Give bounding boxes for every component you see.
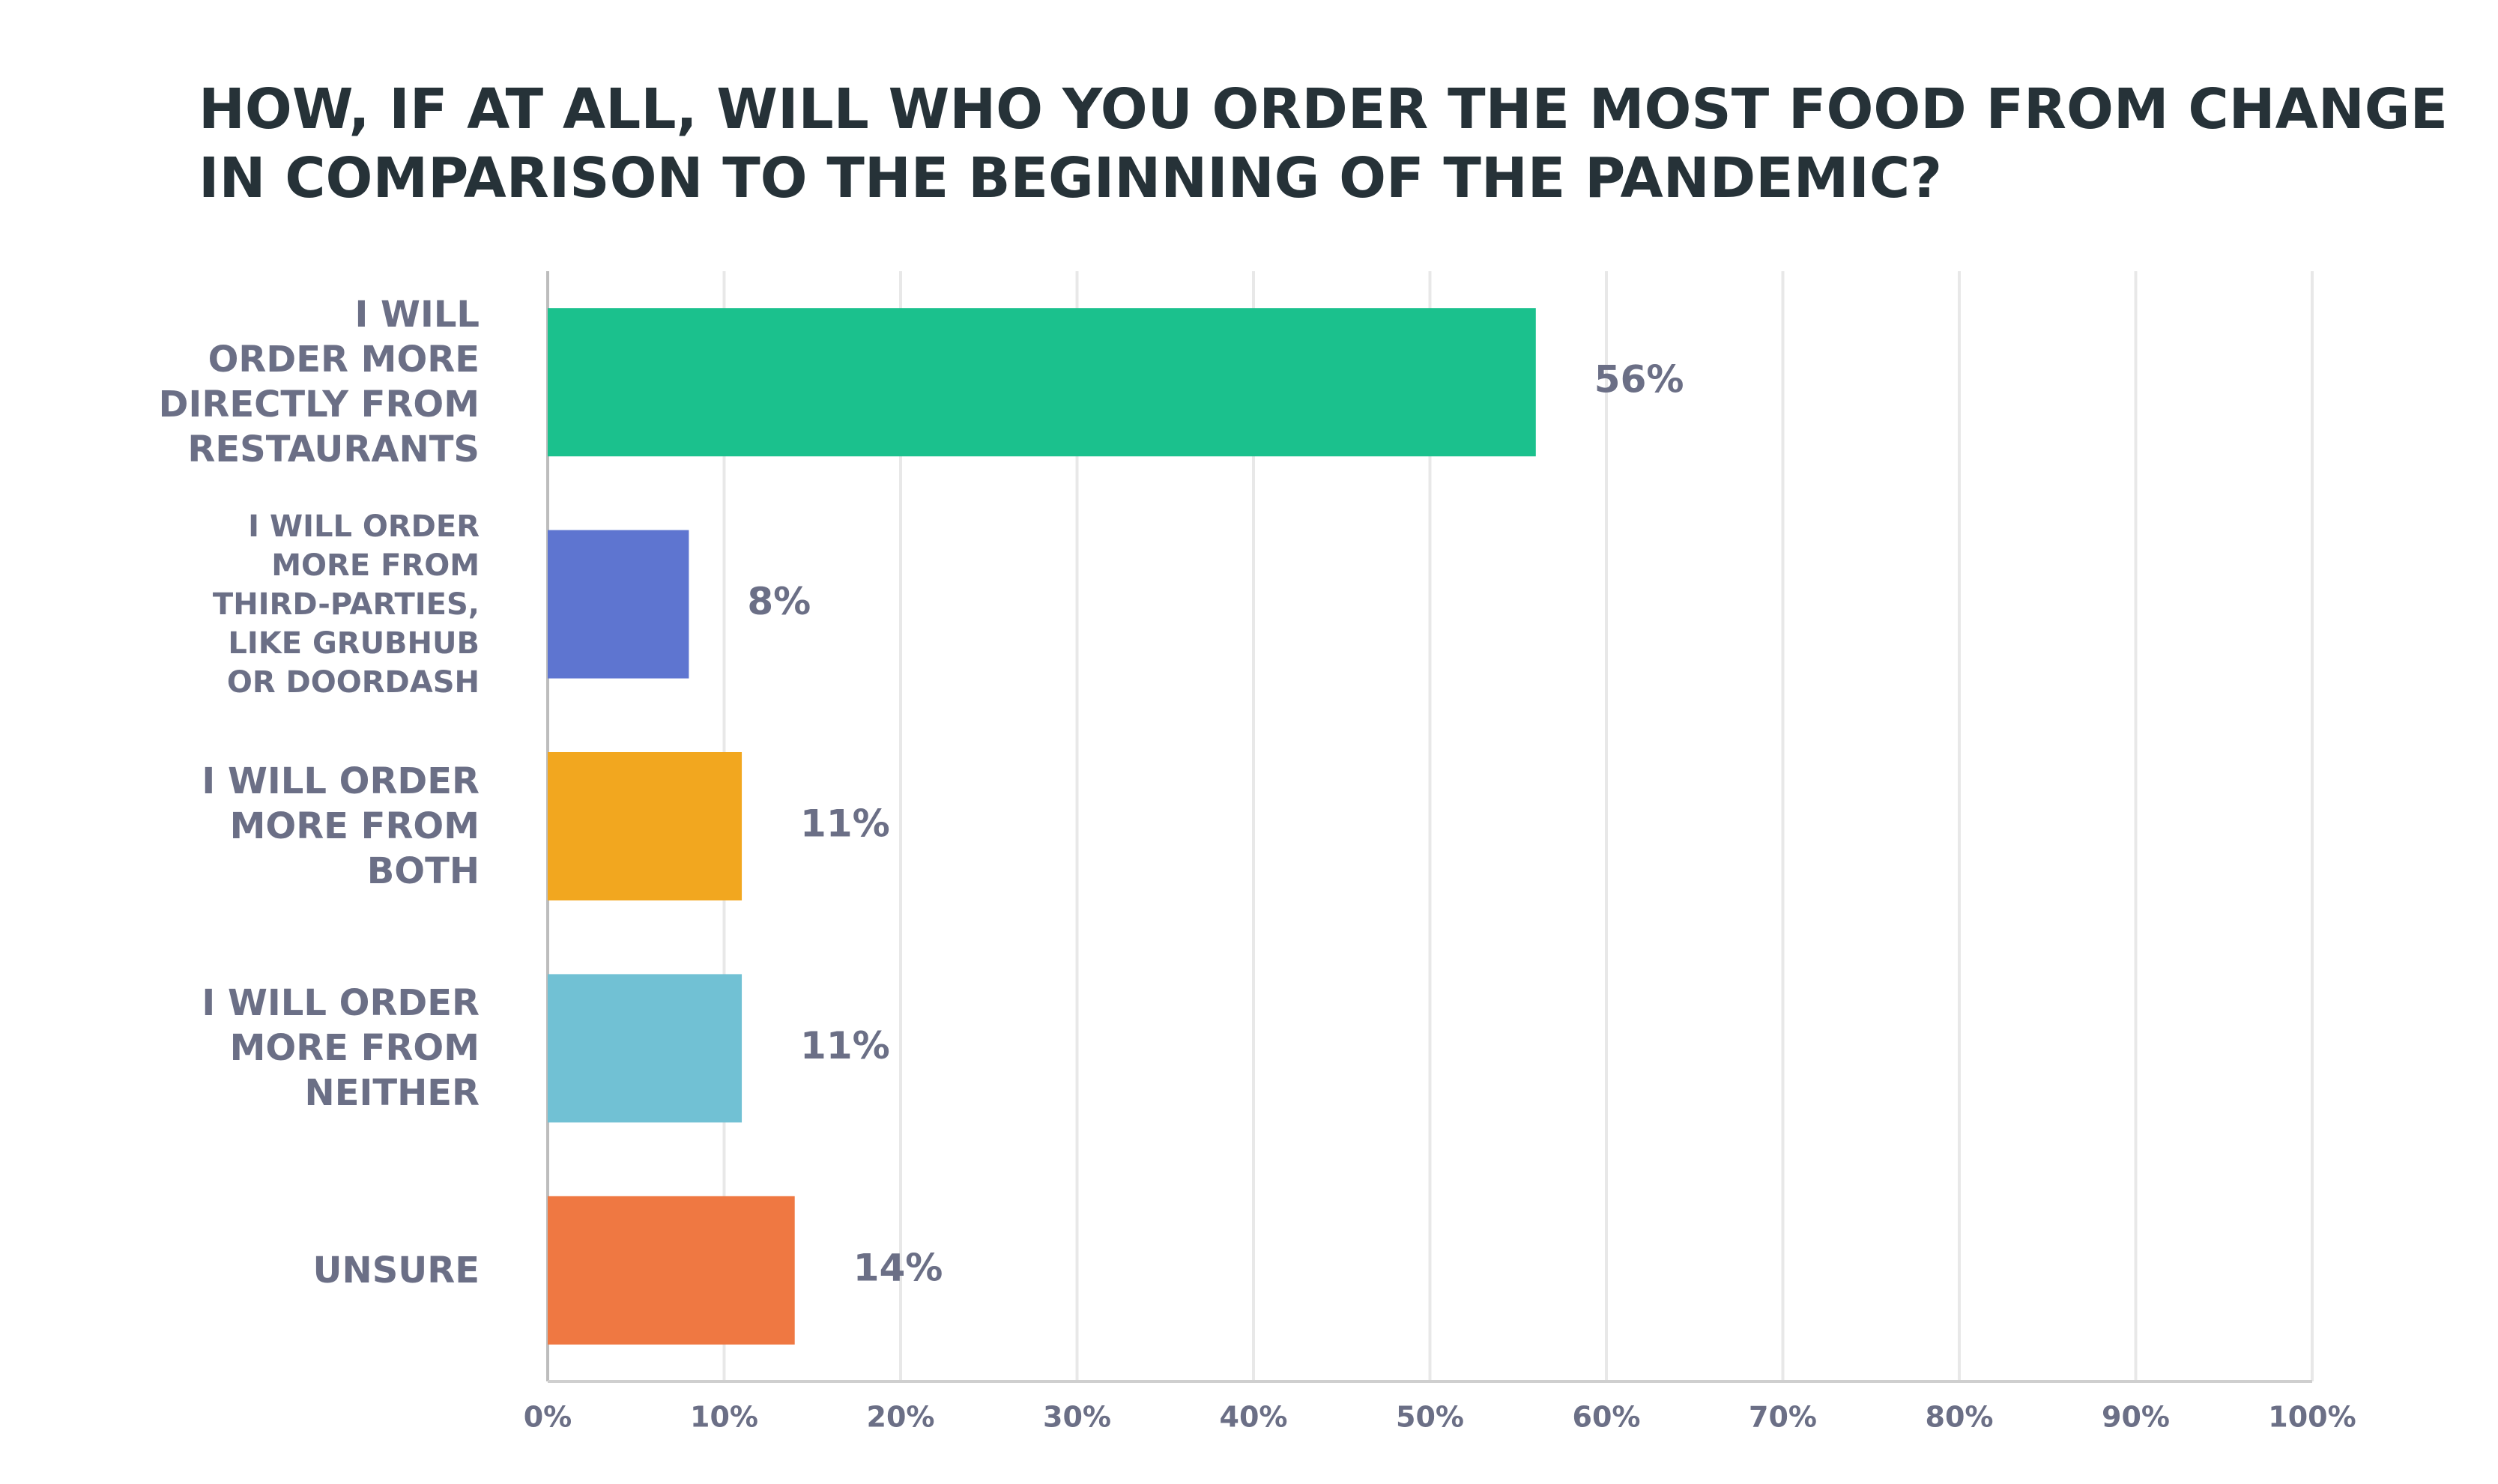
value-label: 56% (1594, 358, 1684, 402)
bar (548, 530, 689, 679)
value-label: 14% (853, 1246, 943, 1289)
x-tick-label: 50% (1396, 1401, 1464, 1434)
bar (548, 1196, 795, 1345)
x-tick-label: 10% (690, 1401, 758, 1434)
chart-title: HOW, IF AT ALL, WILL WHO YOU ORDER THE M… (199, 77, 2449, 211)
value-label: 11% (800, 1024, 890, 1067)
x-tick-label: 0% (524, 1401, 572, 1434)
category-label: I WILL ORDER MORE FROM NEITHER (202, 982, 480, 1115)
category-label: UNSURE (312, 1249, 480, 1291)
bar (548, 752, 743, 900)
category-label: I WILL ORDER MORE FROM THIRD-PARTIES, LI… (212, 509, 480, 700)
category-label: I WILL ORDER MORE FROM BOTH (202, 760, 480, 892)
bar (548, 974, 743, 1123)
x-tick-label: 60% (1573, 1401, 1641, 1434)
x-tick-label: 100% (2268, 1401, 2356, 1434)
x-tick-label: 40% (1220, 1401, 1288, 1434)
value-label: 8% (747, 580, 811, 623)
category-label: I WILL ORDER MORE DIRECTLY FROM RESTAURA… (158, 294, 480, 471)
x-tick-label: 80% (1926, 1401, 1994, 1434)
x-tick-label: 90% (2102, 1401, 2170, 1434)
x-tick-label: 30% (1043, 1401, 1111, 1434)
x-tick-label: 70% (1749, 1401, 1817, 1434)
bar (548, 308, 1536, 457)
x-tick-label: 20% (867, 1401, 935, 1434)
value-label: 11% (800, 802, 890, 846)
